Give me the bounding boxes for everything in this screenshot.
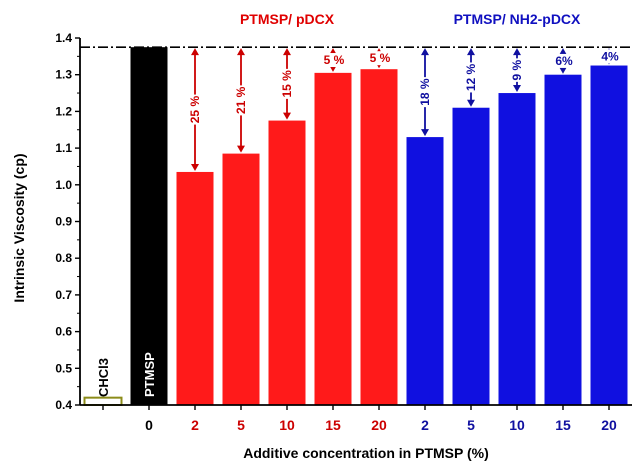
label-backdrop <box>323 53 345 68</box>
reduction-label: 5 % <box>324 53 345 67</box>
reduction-label: 12 % <box>464 63 478 91</box>
reduction-label: 25 % <box>188 96 202 124</box>
arrow-head-down <box>237 145 245 153</box>
bar <box>83 396 123 407</box>
label-backdrop <box>509 58 525 82</box>
arrow-head-up <box>513 48 521 56</box>
bar <box>176 171 214 405</box>
reduction-label: 15 % <box>280 70 294 98</box>
arrow-head-down <box>467 99 475 107</box>
arrow-head-up <box>283 48 291 56</box>
x-tick-label: 10 <box>279 417 295 433</box>
reduction-label: 21 % <box>234 86 248 114</box>
bar <box>314 72 352 406</box>
x-tick-label: 0 <box>145 417 153 433</box>
bar <box>498 93 536 406</box>
axes: 0.4 0.5 0.6 0.7 0.8 0.9 1.0 1.1 1.2 1.3 1.4 0 2 5 10 15… <box>55 31 632 433</box>
bar <box>130 47 168 406</box>
arrow-head-down <box>513 85 521 93</box>
x-tick-label: 2 <box>191 417 199 433</box>
y-axis-label: Intrinsic Viscosity (cp) <box>11 153 27 302</box>
y-tick-label: 1.1 <box>55 141 72 155</box>
y-tick-label: 0.9 <box>55 215 72 229</box>
bar-inner-label: PTMSP <box>142 352 157 397</box>
y-tick-label: 1.2 <box>55 104 72 118</box>
reduction-label: 4% <box>601 49 619 63</box>
y-tick-label: 0.4 <box>55 398 72 412</box>
bar <box>452 107 490 405</box>
arrow-head-down <box>283 112 291 120</box>
y-tick-label: 0.6 <box>55 325 72 339</box>
label-backdrop <box>369 51 391 66</box>
arrow-head-up <box>191 48 199 56</box>
y-tick-label: 0.7 <box>55 288 72 302</box>
reduction-label: 18 % <box>418 78 432 106</box>
bar <box>590 65 628 406</box>
x-axis-label: Additive concentration in PTMSP (%) <box>243 445 489 461</box>
arrow-head-up <box>467 48 475 56</box>
bar <box>544 74 582 405</box>
x-tick-label: 20 <box>601 417 617 433</box>
x-tick-label: 15 <box>325 417 341 433</box>
group-label: PTMSP/ NH2-pDCX <box>454 11 581 27</box>
y-tick-label: 0.5 <box>55 361 72 375</box>
reduction-label: 9 % <box>510 59 524 80</box>
arrow-head-down <box>559 66 567 74</box>
arrow-head-up <box>559 48 567 56</box>
y-tick-label: 1.3 <box>55 68 72 82</box>
bar <box>268 120 306 405</box>
label-backdrop <box>233 85 249 116</box>
bar-inner-label: CHCl3 <box>96 358 111 397</box>
x-tick-label: 10 <box>509 417 525 433</box>
arrow-head-down <box>421 129 429 137</box>
arrow-head-up <box>421 48 429 56</box>
group-labels: PTMSP/ pDCX PTMSP/ NH2-pDCX <box>240 11 581 27</box>
label-backdrop <box>417 77 433 108</box>
bars: CHCl3 PTMSP <box>83 47 628 407</box>
label-backdrop <box>599 49 621 64</box>
bar <box>406 137 444 405</box>
y-tick-label: 1.0 <box>55 178 72 192</box>
bar <box>222 153 260 405</box>
label-backdrop <box>187 94 203 125</box>
reduction-label: 6% <box>555 54 573 68</box>
group-label: PTMSP/ pDCX <box>240 11 335 27</box>
reduction-label: 5 % <box>370 51 391 65</box>
label-backdrop <box>279 68 295 99</box>
arrow-head-down <box>191 163 199 171</box>
y-tick-label: 0.8 <box>55 251 72 265</box>
label-backdrop <box>553 53 575 68</box>
arrow-head-up <box>237 48 245 56</box>
x-tick-label: 20 <box>371 417 387 433</box>
x-tick-label: 15 <box>555 417 571 433</box>
x-tick-label: 2 <box>421 417 429 433</box>
label-backdrop <box>463 62 479 93</box>
bar <box>360 69 398 405</box>
x-tick-label: 5 <box>237 417 245 433</box>
x-tick-label: 5 <box>467 417 475 433</box>
reduction-arrows: 25 % 21 % 15 % 5 % 5 % 18 % 12 % 9 % 6% 4% <box>187 48 621 171</box>
y-tick-label: 1.4 <box>55 31 72 45</box>
